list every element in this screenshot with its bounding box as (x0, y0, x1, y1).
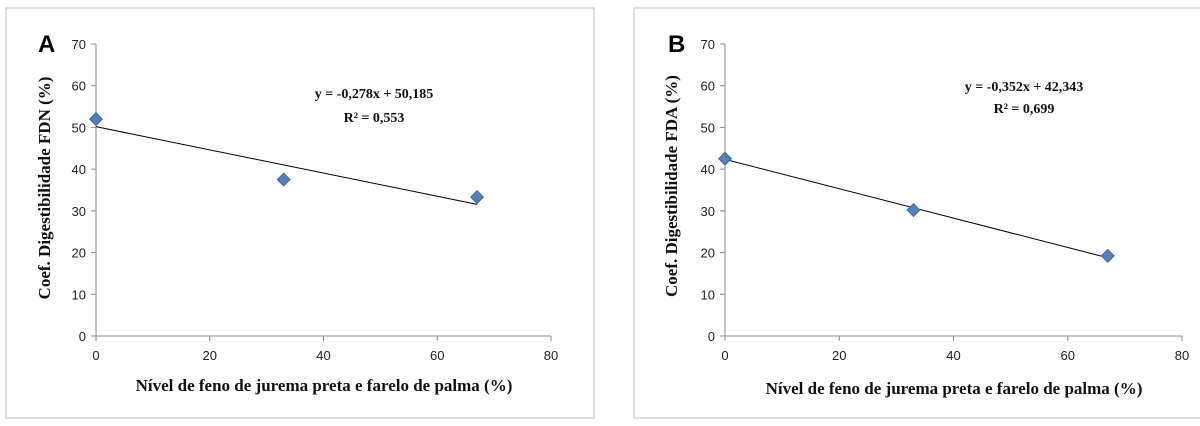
chart-b-xtick-label: 20 (832, 348, 846, 363)
chart-b-xtick-label: 60 (1061, 348, 1075, 363)
chart-a-trendline (95, 126, 478, 205)
chart-b-point (906, 202, 921, 218)
chart-a-xtick-label: 20 (203, 348, 217, 363)
chart-panel-a: A 0 10 20 30 40 50 60 70 0 20 40 60 80 y = -0,278x +… (5, 7, 595, 419)
chart-a-ytick-label: 30 (72, 204, 86, 219)
chart-b-panel-letter: B (668, 31, 685, 58)
chart-b-ytick-label: 0 (708, 329, 715, 344)
chart-a-ytick-label: 0 (79, 329, 86, 344)
chart-a-ytick-label: 50 (72, 120, 86, 135)
chart-a-xtick-label: 40 (316, 348, 330, 363)
chart-b-equation: y = -0,352x + 42,343 (965, 80, 1084, 95)
chart-a-point (469, 190, 485, 205)
chart-a-ytick-label: 10 (72, 287, 86, 302)
chart-a-marks (88, 112, 485, 205)
chart-a-point (276, 172, 291, 187)
chart-panel-b: B 0 10 20 30 40 50 60 70 0 20 40 60 80 y = -0,352x +… (630, 0, 1200, 426)
chart-b-xtick-label: 40 (946, 348, 960, 363)
chart-b-xtick-label: 80 (1175, 348, 1189, 363)
chart-b-r2: R² = 0,699 (994, 102, 1055, 117)
chart-b-ytick-label: 20 (701, 246, 715, 261)
chart-b-ytick-label: 10 (701, 287, 715, 302)
chart-b-ylabel: Coef. Digestibilidade FDA (%) (662, 75, 681, 297)
chart-a-ytick-label: 20 (72, 246, 86, 261)
chart-b-ytick-label: 30 (701, 204, 715, 219)
chart-a-equation: y = -0,278x + 50,185 (315, 87, 434, 102)
chart-a-ytick-label: 60 (72, 79, 86, 94)
chart-a-svg: A 0 10 20 30 40 50 60 70 0 20 40 60 80 y = -0,278x +… (5, 7, 595, 419)
chart-a-xtick-label: 80 (544, 348, 558, 363)
chart-b-ytick-label: 50 (701, 120, 715, 135)
chart-a-xtick-label: 0 (92, 348, 99, 363)
chart-a-ytick-label: 70 (72, 37, 86, 52)
chart-a-r2: R² = 0,553 (344, 111, 405, 126)
chart-b-xtick-label: 0 (721, 348, 728, 363)
chart-a-panel-letter: A (38, 31, 55, 58)
chart-a-ylabel: Coef. Digestibilidade FDN (%) (35, 77, 54, 300)
chart-a-xtick-label: 60 (430, 348, 444, 363)
chart-b-point (717, 151, 733, 166)
chart-b-ytick-label: 40 (701, 162, 715, 177)
chart-b-point (1100, 248, 1115, 263)
chart-b-marks (717, 151, 1115, 263)
chart-b-frame (633, 7, 1200, 419)
chart-a-point (88, 112, 104, 127)
chart-a-axes: 0 10 20 30 40 50 60 70 0 20 40 60 80 (72, 37, 559, 363)
chart-a-xlabel: Nível de feno de jurema preta e farelo d… (136, 376, 513, 395)
chart-b-svg: B 0 10 20 30 40 50 60 70 0 20 40 60 80 y = -0,352x +… (633, 7, 1200, 419)
chart-a-ytick-label: 40 (72, 162, 86, 177)
chart-b-axes: 0 10 20 30 40 50 60 70 0 20 40 60 80 (701, 37, 1190, 363)
chart-a-frame (5, 7, 595, 419)
chart-b-ytick-label: 70 (701, 37, 715, 52)
chart-b-ytick-label: 60 (701, 79, 715, 94)
chart-b-xlabel: Nível de feno de jurema preta e farelo d… (766, 379, 1143, 398)
